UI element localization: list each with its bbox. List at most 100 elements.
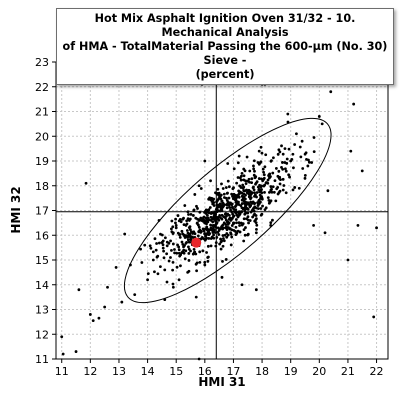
data-point	[248, 205, 252, 209]
data-point	[209, 223, 212, 227]
data-point	[222, 237, 225, 240]
data-point	[205, 217, 209, 221]
data-point	[255, 223, 259, 227]
data-point	[252, 164, 255, 168]
y-tick-label: 15	[35, 254, 49, 267]
y-axis-ticks: 11 12 13 14 15 16 17 18 19 20 21 22 23	[35, 56, 56, 366]
data-point	[237, 195, 241, 199]
data-point	[271, 185, 275, 189]
data-point	[269, 185, 273, 188]
data-point	[281, 161, 284, 164]
data-point	[234, 225, 238, 229]
data-point	[240, 191, 244, 195]
data-point	[251, 186, 255, 190]
x-tick-label: 15	[169, 365, 183, 378]
data-point	[165, 244, 169, 248]
data-point	[191, 232, 195, 235]
data-point	[170, 248, 173, 252]
data-point	[230, 235, 234, 239]
x-tick-label: 19	[284, 365, 298, 378]
data-point	[234, 218, 238, 221]
data-point	[269, 199, 273, 203]
data-point	[235, 202, 239, 206]
y-axis-label: HMI 32	[9, 186, 23, 233]
data-point	[243, 201, 247, 205]
data-point	[246, 215, 250, 219]
data-point	[264, 153, 268, 157]
data-point	[226, 162, 230, 165]
data-point	[88, 313, 92, 316]
data-point	[254, 231, 258, 235]
data-point	[242, 174, 246, 178]
data-point	[189, 238, 193, 242]
data-point	[274, 199, 278, 203]
data-point	[198, 250, 202, 254]
data-point	[84, 181, 88, 185]
data-point	[278, 150, 282, 154]
data-point	[143, 243, 147, 247]
data-point	[254, 288, 258, 292]
data-point	[241, 222, 245, 226]
data-point	[242, 178, 246, 182]
data-point	[207, 237, 211, 240]
data-point	[202, 229, 206, 233]
data-point	[254, 218, 258, 222]
data-point	[203, 232, 207, 235]
data-point	[196, 207, 199, 210]
data-point	[140, 261, 144, 264]
data-point	[255, 180, 259, 184]
data-point	[266, 196, 270, 199]
data-point	[212, 214, 216, 218]
data-point	[237, 192, 241, 196]
data-point	[201, 227, 205, 231]
data-point	[232, 207, 236, 211]
data-point	[360, 169, 364, 173]
data-point	[253, 205, 257, 209]
data-point	[160, 233, 164, 237]
data-point	[77, 288, 81, 292]
data-point	[259, 196, 262, 200]
data-point	[199, 187, 203, 190]
data-point	[148, 244, 152, 248]
data-point	[231, 194, 234, 198]
data-point	[256, 161, 260, 164]
data-point	[154, 248, 158, 252]
data-points	[60, 82, 378, 361]
data-point	[193, 193, 197, 196]
data-point	[253, 169, 256, 173]
data-point	[271, 218, 274, 222]
data-point	[243, 233, 247, 237]
data-point	[267, 198, 271, 202]
data-point	[211, 220, 215, 224]
data-point	[274, 167, 278, 170]
data-point	[298, 145, 302, 149]
data-point	[264, 181, 268, 184]
y-tick-label: 18	[35, 180, 49, 193]
data-point	[283, 147, 287, 151]
y-tick-label: 21	[35, 106, 49, 119]
data-point	[283, 161, 287, 164]
data-point	[246, 211, 250, 215]
data-point	[199, 230, 203, 234]
data-point	[232, 167, 236, 171]
data-point	[281, 167, 285, 171]
data-point	[177, 278, 181, 282]
data-point	[329, 90, 333, 94]
data-point	[187, 252, 191, 255]
data-point	[286, 112, 290, 116]
data-point	[212, 204, 216, 207]
data-point	[238, 176, 242, 180]
confidence-ellipse	[123, 117, 332, 304]
data-point	[123, 232, 127, 236]
data-point	[171, 268, 175, 272]
data-point	[153, 237, 157, 241]
data-point	[163, 268, 167, 272]
data-point	[229, 232, 233, 236]
data-point	[216, 198, 220, 201]
data-point	[258, 161, 262, 165]
data-point	[222, 239, 226, 243]
data-point	[189, 249, 192, 253]
data-point	[228, 227, 232, 230]
data-point	[146, 278, 149, 282]
data-point	[211, 231, 215, 234]
